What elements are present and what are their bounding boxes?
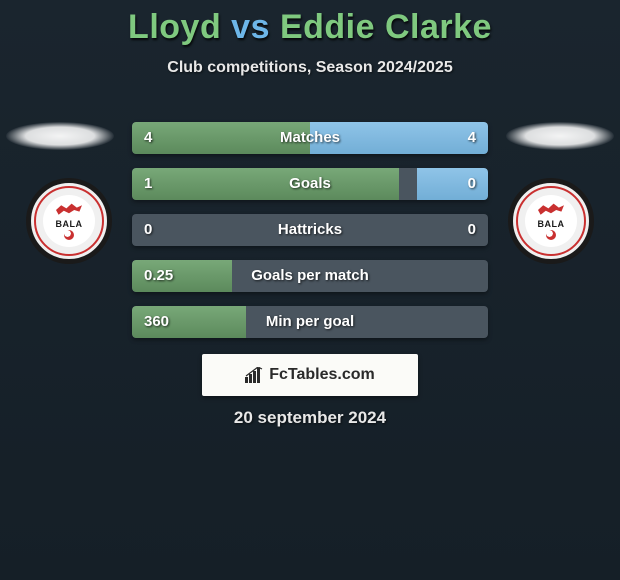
stat-label: Hattricks bbox=[132, 214, 488, 246]
flag-placeholder-left bbox=[6, 122, 114, 150]
club-badge-left: BALA bbox=[26, 178, 112, 264]
stat-row: 10Goals bbox=[132, 168, 488, 200]
stat-row: 44Matches bbox=[132, 122, 488, 154]
badge-inner: BALA bbox=[43, 195, 95, 247]
stat-row: 0.25Goals per match bbox=[132, 260, 488, 292]
stat-label: Min per goal bbox=[132, 306, 488, 338]
vs-separator: vs bbox=[231, 8, 270, 46]
badge-text-right: BALA bbox=[538, 219, 565, 229]
club-badge-right: BALA bbox=[508, 178, 594, 264]
stat-label: Matches bbox=[132, 122, 488, 154]
dragon-icon bbox=[538, 202, 564, 218]
player1-name: Lloyd bbox=[128, 8, 221, 46]
badge-inner: BALA bbox=[525, 195, 577, 247]
comparison-title: Lloyd vs Eddie Clarke bbox=[0, 0, 620, 47]
stat-row: 00Hattricks bbox=[132, 214, 488, 246]
logo-text: FcTables.com bbox=[269, 366, 375, 384]
stat-label: Goals per match bbox=[132, 260, 488, 292]
stats-container: 44Matches 10Goals 00Hattricks 0.25Goals per… bbox=[132, 122, 488, 352]
stat-row: 360Min per goal bbox=[132, 306, 488, 338]
stat-label: Goals bbox=[132, 168, 488, 200]
player2-name: Eddie Clarke bbox=[280, 8, 492, 46]
badge-text-left: BALA bbox=[56, 219, 83, 229]
dragon-icon bbox=[56, 202, 82, 218]
flag-placeholder-right bbox=[506, 122, 614, 150]
bar-chart-icon bbox=[245, 367, 265, 383]
date-label: 20 september 2024 bbox=[0, 408, 620, 428]
subtitle: Club competitions, Season 2024/2025 bbox=[0, 59, 620, 77]
ball-icon bbox=[64, 230, 74, 240]
fctables-logo: FcTables.com bbox=[202, 354, 418, 396]
ball-icon bbox=[546, 230, 556, 240]
